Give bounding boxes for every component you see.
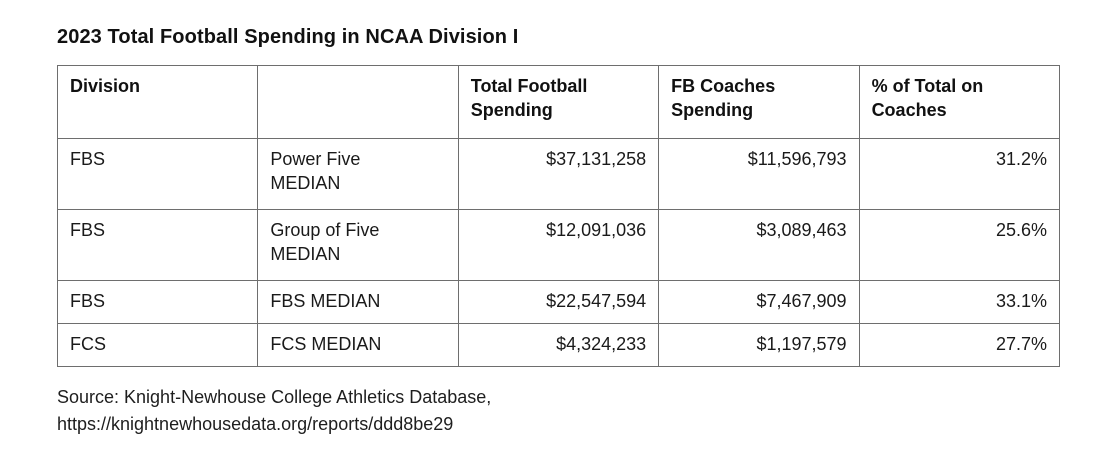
- cell-total-football-spending: $37,131,258: [457, 138, 660, 210]
- cell-total-football-spending: $4,324,233: [457, 322, 660, 367]
- cell-total-football-spending: $22,547,594: [457, 280, 660, 324]
- column-header-category: [257, 65, 459, 139]
- cell-pct-of-total-on-coaches: 27.7%: [858, 322, 1061, 367]
- table-header-row: Division Total Football Spending FB Coac…: [56, 65, 1061, 139]
- source-attribution: Source: Knight-Newhouse College Athletic…: [57, 386, 492, 407]
- cell-division: FBS: [56, 138, 259, 210]
- cell-category: FBS MEDIAN: [257, 280, 459, 324]
- cell-pct-of-total-on-coaches: 31.2%: [858, 138, 1061, 210]
- cell-total-football-spending: $12,091,036: [457, 209, 660, 281]
- cell-pct-of-total-on-coaches: 25.6%: [858, 209, 1061, 281]
- cell-pct-of-total-on-coaches: 33.1%: [858, 280, 1061, 324]
- column-header-total-football-spending: Total Football Spending: [457, 65, 660, 139]
- cell-division: FBS: [56, 209, 259, 281]
- column-header-fb-coaches-spending: FB Coaches Spending: [658, 65, 860, 139]
- table-row-fbs-median: FBS FBS MEDIAN $22,547,594 $7,467,909 33…: [56, 280, 1061, 324]
- cell-fb-coaches-spending: $1,197,579: [658, 322, 860, 367]
- cell-fb-coaches-spending: $7,467,909: [658, 280, 860, 324]
- cell-division: FBS: [56, 280, 259, 324]
- cell-fb-coaches-spending: $3,089,463: [658, 209, 860, 281]
- page: 2023 Total Football Spending in NCAA Div…: [56, 26, 1061, 440]
- column-header-pct-of-total-on-coaches: % of Total on Coaches: [858, 65, 1061, 139]
- source-url: https://knightnewhousedata.org/reports/d…: [57, 414, 454, 435]
- column-header-division: Division: [56, 65, 259, 139]
- table-row-group-of-five: FBS Group of Five MEDIAN $12,091,036 $3,…: [56, 209, 1061, 281]
- cell-fb-coaches-spending: $11,596,793: [658, 138, 860, 210]
- table-row-fcs-median: FCS FCS MEDIAN $4,324,233 $1,197,579 27.…: [56, 322, 1061, 367]
- source-text: Source: Knight-Newhouse College Athletic…: [57, 384, 1060, 440]
- spending-table: Division Total Football Spending FB Coac…: [56, 65, 1061, 367]
- cell-category: Group of Five MEDIAN: [257, 209, 459, 281]
- table-row-power-five: FBS Power Five MEDIAN $37,131,258 $11,59…: [56, 138, 1061, 210]
- cell-category: Power Five MEDIAN: [257, 138, 459, 210]
- cell-category: FCS MEDIAN: [257, 322, 459, 367]
- cell-division: FCS: [56, 322, 259, 367]
- page-title: 2023 Total Football Spending in NCAA Div…: [57, 26, 519, 48]
